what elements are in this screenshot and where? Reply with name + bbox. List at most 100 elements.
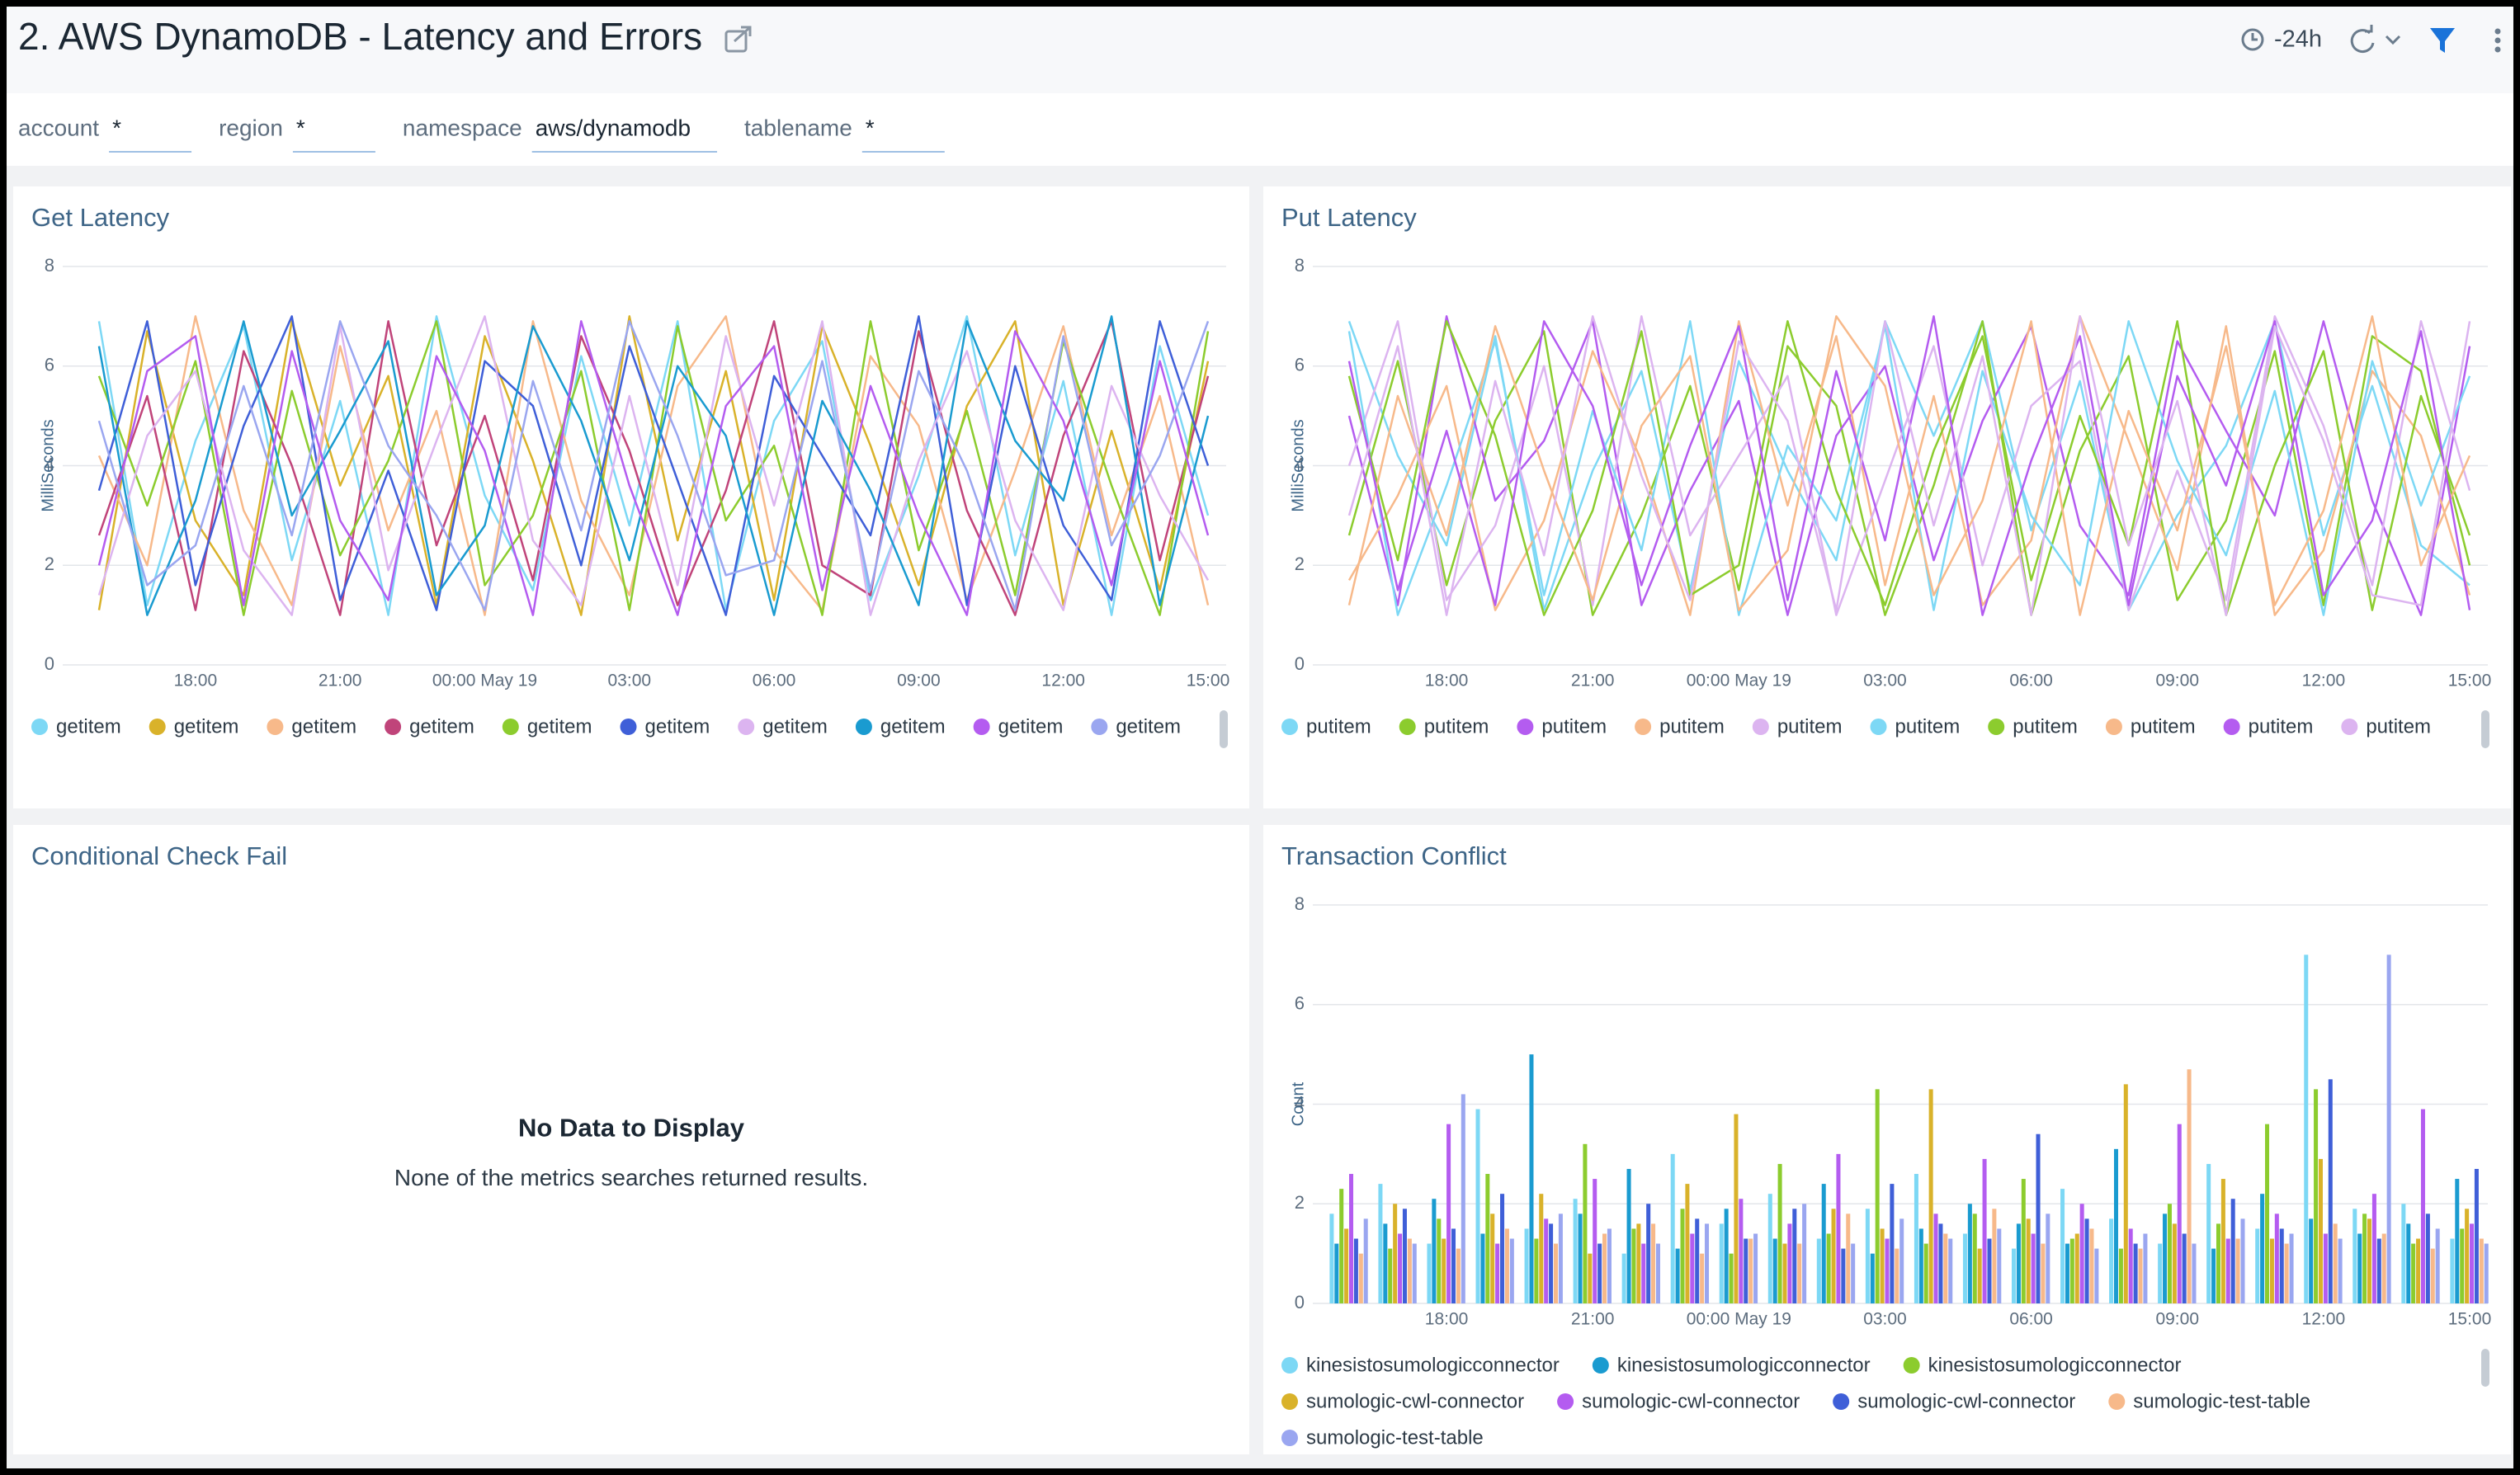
- bar: [1899, 1218, 1904, 1303]
- legend-swatch: [2223, 719, 2240, 735]
- time-range-button[interactable]: -24h: [2241, 26, 2322, 53]
- y-axis-label: MilliSeconds: [1289, 419, 1307, 511]
- bar: [2177, 1124, 2182, 1303]
- filter-value[interactable]: *: [296, 115, 305, 140]
- legend-item[interactable]: getitem: [502, 715, 592, 738]
- legend-label: putitem: [1777, 715, 1843, 738]
- panel: Conditional Check Fail No Data to Display…: [13, 825, 1249, 1454]
- bar: [1782, 1243, 1787, 1303]
- y-tick-label: 4: [1295, 1092, 1305, 1113]
- bar: [2284, 1243, 2289, 1303]
- bar: [1534, 1238, 1539, 1303]
- legend-item[interactable]: sumologic-test-table: [1281, 1426, 1484, 1449]
- x-tick-label: 06:00: [753, 672, 796, 690]
- bar: [1836, 1153, 1841, 1303]
- legend-item[interactable]: kinesistosumologicconnector: [1592, 1354, 1871, 1376]
- legend-item[interactable]: putitem: [1517, 715, 1607, 738]
- legend-item[interactable]: putitem: [2105, 715, 2196, 738]
- legend-scrollbar[interactable]: [2481, 1349, 2489, 1387]
- legend-label: getitem: [527, 715, 592, 738]
- legend-item[interactable]: kinesistosumologicconnector: [1903, 1354, 2182, 1376]
- series-line: [1347, 320, 2471, 616]
- legend-scrollbar[interactable]: [2481, 710, 2489, 748]
- bar: [2074, 1233, 2079, 1303]
- legend-scrollbar[interactable]: [1220, 710, 1228, 748]
- bar: [1437, 1218, 1442, 1303]
- legend-item[interactable]: sumologic-cwl-connector: [1281, 1390, 1524, 1412]
- bar: [2046, 1213, 2050, 1303]
- legend-item[interactable]: putitem: [1635, 715, 1725, 738]
- legend-swatch: [1091, 719, 1108, 735]
- legend-swatch: [502, 719, 519, 735]
- bar: [1631, 1228, 1636, 1303]
- legend-item[interactable]: putitem: [1752, 715, 1843, 738]
- bar: [1388, 1248, 1393, 1303]
- empty-detail: None of the metrics searches returned re…: [394, 1165, 868, 1190]
- bar: [1495, 1243, 1500, 1303]
- legend-item[interactable]: getitem: [385, 715, 474, 738]
- bar: [1446, 1124, 1451, 1303]
- legend-item[interactable]: putitem: [1988, 715, 2078, 738]
- filter-button[interactable]: [2430, 28, 2455, 53]
- legend-item[interactable]: putitem: [2223, 715, 2314, 738]
- x-tick-label: 00:00 May 19: [1687, 672, 1791, 690]
- bar: [1339, 1189, 1344, 1303]
- legend-item[interactable]: putitem: [1281, 715, 1371, 738]
- legend-item[interactable]: getitem: [149, 715, 239, 738]
- bar: [2333, 1223, 2338, 1303]
- x-tick-label: 09:00: [897, 672, 941, 690]
- bar: [1997, 1228, 2002, 1303]
- legend-item[interactable]: kinesistosumologicconnector: [1281, 1354, 1560, 1376]
- filter-label: namespace: [403, 115, 522, 140]
- bar: [1962, 1233, 1967, 1303]
- bar: [1378, 1184, 1383, 1303]
- refresh-button[interactable]: [2350, 25, 2401, 54]
- legend-item[interactable]: getitem: [31, 715, 121, 738]
- bar: [1739, 1199, 1744, 1303]
- bar: [2109, 1218, 2114, 1303]
- bar: [1646, 1204, 1651, 1303]
- bar: [2016, 1223, 2021, 1303]
- legend-item[interactable]: getitem: [1091, 715, 1181, 738]
- legend-swatch: [1557, 1393, 1574, 1410]
- filter-value[interactable]: *: [112, 115, 121, 140]
- bar: [1865, 1209, 1870, 1303]
- legend-item[interactable]: sumologic-cwl-connector: [1833, 1390, 2075, 1412]
- bar: [1967, 1204, 1972, 1303]
- filter-value[interactable]: *: [866, 115, 875, 140]
- filter-value[interactable]: aws/dynamodb: [536, 115, 691, 140]
- legend-item[interactable]: putitem: [2341, 715, 2431, 738]
- bar: [2182, 1233, 2187, 1303]
- bar: [1928, 1089, 1933, 1303]
- bar: [2381, 1233, 2386, 1303]
- bar: [1349, 1174, 1354, 1303]
- bar: [1890, 1184, 1895, 1303]
- legend-item[interactable]: getitem: [620, 715, 710, 738]
- legend-item[interactable]: putitem: [1399, 715, 1489, 738]
- legend-item[interactable]: getitem: [738, 715, 828, 738]
- series-line: [97, 315, 1210, 616]
- series-line: [97, 315, 1210, 616]
- x-tick-label: 09:00: [2155, 672, 2199, 690]
- legend-item[interactable]: sumologic-cwl-connector: [1557, 1390, 1800, 1412]
- bar: [1685, 1184, 1690, 1303]
- legend-item[interactable]: sumologic-test-table: [2108, 1390, 2310, 1412]
- bar: [2192, 1243, 2197, 1303]
- bar: [1402, 1209, 1407, 1303]
- bar: [1655, 1243, 1660, 1303]
- x-tick-label: 03:00: [1863, 672, 1907, 690]
- bar: [2411, 1243, 2416, 1303]
- bar: [2011, 1248, 2017, 1303]
- legend-item[interactable]: getitem: [855, 715, 946, 738]
- bar: [1797, 1243, 1802, 1303]
- bar: [1748, 1238, 1753, 1303]
- more-menu[interactable]: [2494, 28, 2501, 53]
- share-icon[interactable]: [724, 26, 752, 53]
- bar: [2021, 1179, 2026, 1303]
- x-tick-label: 18:00: [1425, 672, 1469, 690]
- legend-item[interactable]: getitem: [973, 715, 1064, 738]
- legend-item[interactable]: putitem: [1870, 715, 1961, 738]
- legend-item[interactable]: getitem: [267, 715, 356, 738]
- bar: [1451, 1228, 1456, 1303]
- bar: [1358, 1253, 1363, 1303]
